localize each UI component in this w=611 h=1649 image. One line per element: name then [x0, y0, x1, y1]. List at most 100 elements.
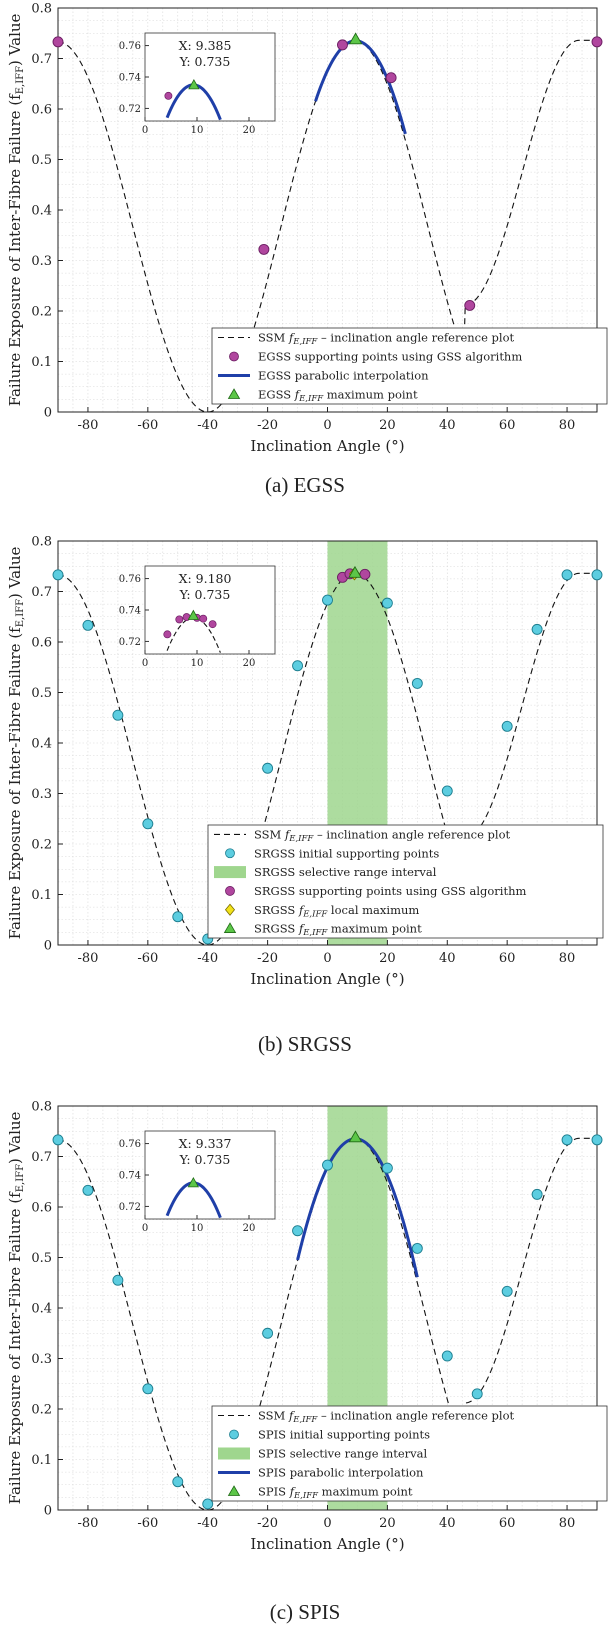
inset-point: [208, 620, 217, 629]
inset-point: [199, 614, 208, 623]
legend-label-subscript: E,IFF: [288, 834, 314, 844]
initial-supporting-point: [82, 1184, 94, 1196]
initial-supporting-point: [471, 1388, 483, 1400]
legend-label: EGSS parabolic interpolation: [258, 369, 429, 383]
inset-x-tick-label: 0: [142, 658, 148, 669]
x-tick-label: 80: [559, 1516, 576, 1531]
legend-label: EGSS fE,IFF maximum point: [258, 388, 418, 405]
inset-x-tick-label: 20: [243, 125, 256, 136]
gss-supporting-point: [385, 72, 397, 84]
inset-x-tick-label: 0: [142, 125, 148, 136]
y-axis-label-sub: E,IFF: [15, 66, 26, 94]
y-axis-label: Failure Exposure of Inter-Fibre Failure …: [6, 1111, 26, 1504]
y-axis-label-a: Failure Exposure of Inter-Fibre Failure …: [6, 93, 24, 407]
legend-box: [211, 1405, 608, 1502]
legend-label-symbol: f: [298, 922, 305, 936]
y-tick-label: 0.8: [31, 1100, 52, 1115]
initial-supporting-point: [411, 677, 423, 689]
x-tick-label: -20: [257, 1516, 278, 1531]
initial-supporting-point: [202, 1498, 214, 1510]
y-tick-label: 0.3: [31, 1352, 52, 1367]
y-axis-label-b: ) Value: [6, 546, 24, 598]
legend-label-text: SRGSS: [254, 922, 299, 936]
chart-srgss: 0 0.1 0.2 0.3 0.4 0.5 0.6 0.7 0.8 -80 -60 -40 -20 0 20…: [6, 535, 604, 1056]
initial-supporting-point: [501, 720, 513, 732]
inset-x-tick-label: 20: [243, 658, 256, 669]
x-tick-label: 0: [323, 951, 331, 966]
legend-label: SSM fE,IFF – inclination angle reference…: [258, 1409, 515, 1426]
legend: SSM fE,IFF – inclination angle reference…: [207, 824, 604, 939]
initial-supporting-point: [591, 1134, 603, 1146]
legend-label-text-end: maximum point: [327, 922, 422, 936]
initial-supporting-point: [441, 785, 453, 797]
y-axis-label-a: Failure Exposure of Inter-Fibre Failure …: [6, 626, 24, 940]
inset-y-tick-label: 0.74: [119, 73, 141, 84]
legend-label-text: SSM: [258, 331, 289, 345]
x-tick-label: 40: [439, 951, 456, 966]
reference-curve: [57, 39, 597, 413]
y-tick-label: 0.1: [31, 355, 52, 370]
parabolic-interpolation-line: [314, 39, 407, 135]
y-tick-label: 0.6: [31, 103, 52, 118]
x-tick-label: 0: [323, 418, 331, 433]
inset-y-tick-label: 0.76: [119, 1139, 141, 1150]
gss-supporting-point: [464, 299, 476, 311]
inset-y-readout: Y: 0.735: [179, 54, 231, 69]
legend-label: SPIS fE,IFF maximum point: [258, 1485, 413, 1502]
inset-y-readout: Y: 0.735: [179, 1152, 231, 1167]
legend-label-text: SPIS: [258, 1485, 290, 1499]
initial-supporting-point: [322, 1159, 333, 1171]
x-tick-label: -80: [77, 1516, 98, 1531]
y-tick-label: 0.7: [31, 1150, 52, 1165]
x-tick-label: 60: [499, 1516, 516, 1531]
x-axis-label: Inclination Angle (°): [250, 1535, 404, 1553]
legend-label-symbol: f: [289, 1485, 296, 1499]
panel-caption: (a) EGSS: [265, 473, 345, 497]
inset-x-tick-label: 20: [243, 1223, 256, 1234]
initial-supporting-point: [172, 1476, 184, 1488]
y-tick-label: 0.3: [31, 254, 52, 269]
panel-caption: (c) SPIS: [270, 1600, 341, 1624]
legend-label-subscript: E,IFF: [302, 928, 328, 938]
legend-box: [207, 824, 604, 939]
inset-x-readout: X: 9.337: [179, 1136, 232, 1151]
y-tick-label: 0.2: [31, 1403, 52, 1418]
y-tick-label: 0.7: [31, 585, 52, 600]
x-tick-label: -20: [257, 951, 278, 966]
initial-supporting-point: [52, 1134, 64, 1146]
legend-label-text-end: maximum point: [323, 388, 418, 402]
legend-cyan-circle: [225, 848, 235, 859]
y-axis-label-b: ) Value: [6, 1111, 24, 1163]
gss-supporting-point: [258, 243, 270, 255]
initial-supporting-point: [531, 623, 543, 635]
initial-supporting-point: [561, 569, 573, 581]
initial-supporting-point: [411, 1242, 423, 1254]
legend-label-subscript: E,IFF: [293, 1491, 319, 1501]
y-tick-label: 0: [44, 1504, 52, 1519]
gss-supporting-point: [52, 36, 64, 48]
x-tick-label: -60: [137, 1516, 158, 1531]
legend-label-symbol: f: [298, 903, 305, 917]
y-tick-label: 0.8: [31, 535, 52, 550]
legend-label-text: SRGSS initial supporting points: [254, 846, 439, 860]
inset-point: [175, 615, 184, 624]
legend-label-text: SPIS parabolic interpolation: [258, 1466, 424, 1480]
x-tick-label: 20: [379, 418, 396, 433]
inset-x-readout: X: 9.385: [179, 38, 232, 53]
initial-supporting-point: [591, 569, 603, 581]
inset-maximum-triangle: [187, 609, 200, 620]
legend-purple-circle: [229, 351, 239, 362]
legend-label-subscript: E,IFF: [292, 337, 318, 347]
legend-label: SRGSS fE,IFF local maximum: [254, 903, 419, 920]
x-tick-label: 40: [439, 418, 456, 433]
inset-y-tick-label: 0.74: [119, 606, 141, 617]
legend-green-triangle: [227, 1485, 241, 1496]
initial-supporting-point: [381, 1162, 393, 1174]
legend-label-text: EGSS parabolic interpolation: [258, 369, 429, 383]
legend-green-triangle: [227, 388, 241, 399]
initial-supporting-point: [561, 1134, 573, 1146]
initial-supporting-point: [142, 1383, 154, 1395]
initial-supporting-point: [381, 597, 393, 609]
x-tick-label: 80: [559, 951, 576, 966]
